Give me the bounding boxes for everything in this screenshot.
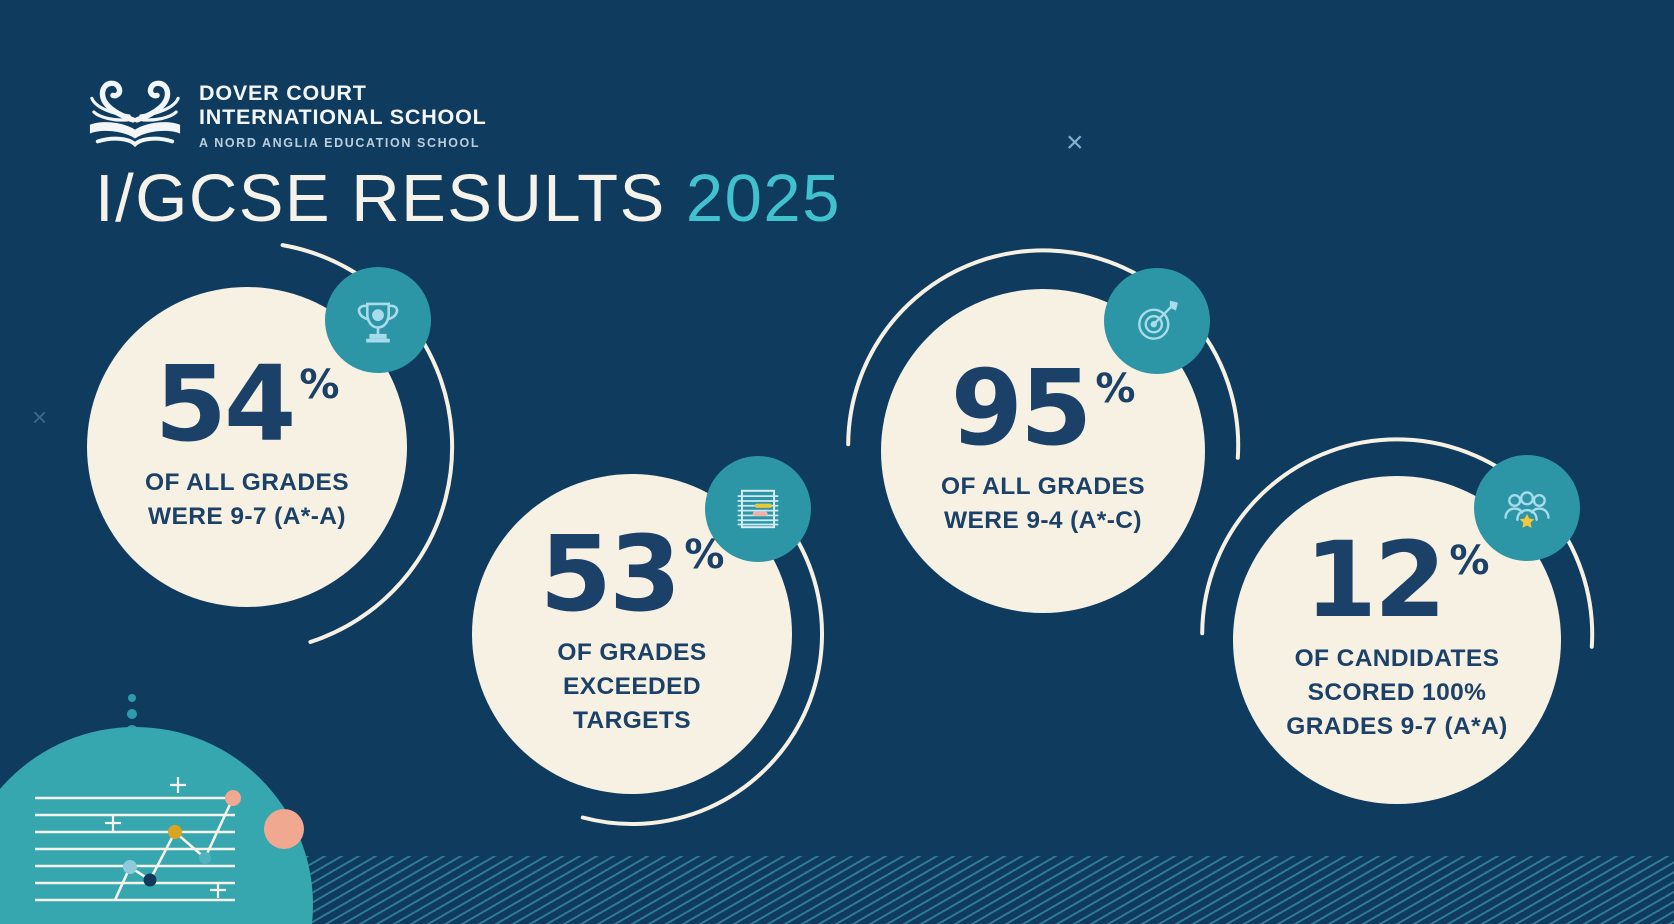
- stat-value: 53: [539, 513, 682, 636]
- data-point: [123, 860, 137, 874]
- teal-circle-decoration: [0, 727, 313, 924]
- stat-value: 54: [154, 343, 297, 466]
- data-point: [199, 852, 211, 864]
- salmon-circle-decoration: [264, 809, 304, 849]
- dot-decoration: [128, 694, 136, 702]
- data-point: [168, 825, 182, 839]
- stat-badge: [1474, 455, 1580, 561]
- people-icon: [1504, 491, 1550, 528]
- stat-line: GRADES 9-7 (A*A): [1286, 713, 1508, 741]
- stat-line: TARGETS: [572, 707, 692, 735]
- stat-line: SCORED 100%: [1307, 679, 1487, 707]
- stat-line: WERE 9-7 (A*-A): [148, 503, 346, 531]
- percent-sign: %: [299, 362, 340, 409]
- stat-badge: [325, 267, 431, 373]
- stat-badge: [705, 456, 811, 562]
- logo-tagline: A NORD ANGLIA EDUCATION SCHOOL: [199, 136, 481, 151]
- data-point: [225, 790, 241, 806]
- trophy-icon: [357, 302, 399, 343]
- stat-badge: [1104, 268, 1210, 374]
- logo-line1: DOVER COURT: [199, 81, 367, 105]
- document-icon: [737, 489, 779, 529]
- cross-mark: ×: [1066, 126, 1084, 159]
- percent-sign: %: [1449, 538, 1490, 585]
- stat-line: OF ALL GRADES: [145, 468, 349, 496]
- data-point: [143, 873, 157, 887]
- stat-line: OF GRADES: [557, 638, 707, 666]
- stat-line: OF ALL GRADES: [941, 472, 1145, 500]
- logo-line2: INTERNATIONAL SCHOOL: [199, 104, 487, 129]
- school-logo: DOVER COURT INTERNATIONAL SCHOOL A NORD …: [86, 74, 487, 154]
- stat-line: WERE 9-4 (A*-C): [944, 507, 1142, 535]
- page-title: I/GCSE RESULTS 2025: [95, 160, 841, 237]
- dot-decoration: [127, 709, 137, 719]
- cross-mark: ×: [32, 402, 48, 432]
- percent-sign: %: [1095, 366, 1136, 413]
- target-icon: [1138, 300, 1178, 340]
- title-main: I/GCSE RESULTS: [95, 161, 666, 236]
- stat-line: EXCEEDED: [563, 673, 701, 701]
- stat-value: 95: [950, 347, 1093, 470]
- title-year: 2025: [685, 161, 841, 236]
- plus-decoration: [105, 777, 226, 898]
- swan-book-emblem-icon: [89, 80, 181, 148]
- stat-value: 12: [1304, 519, 1447, 642]
- line-chart-decoration: [0, 694, 313, 924]
- stat-line: OF CANDIDATES: [1294, 644, 1500, 672]
